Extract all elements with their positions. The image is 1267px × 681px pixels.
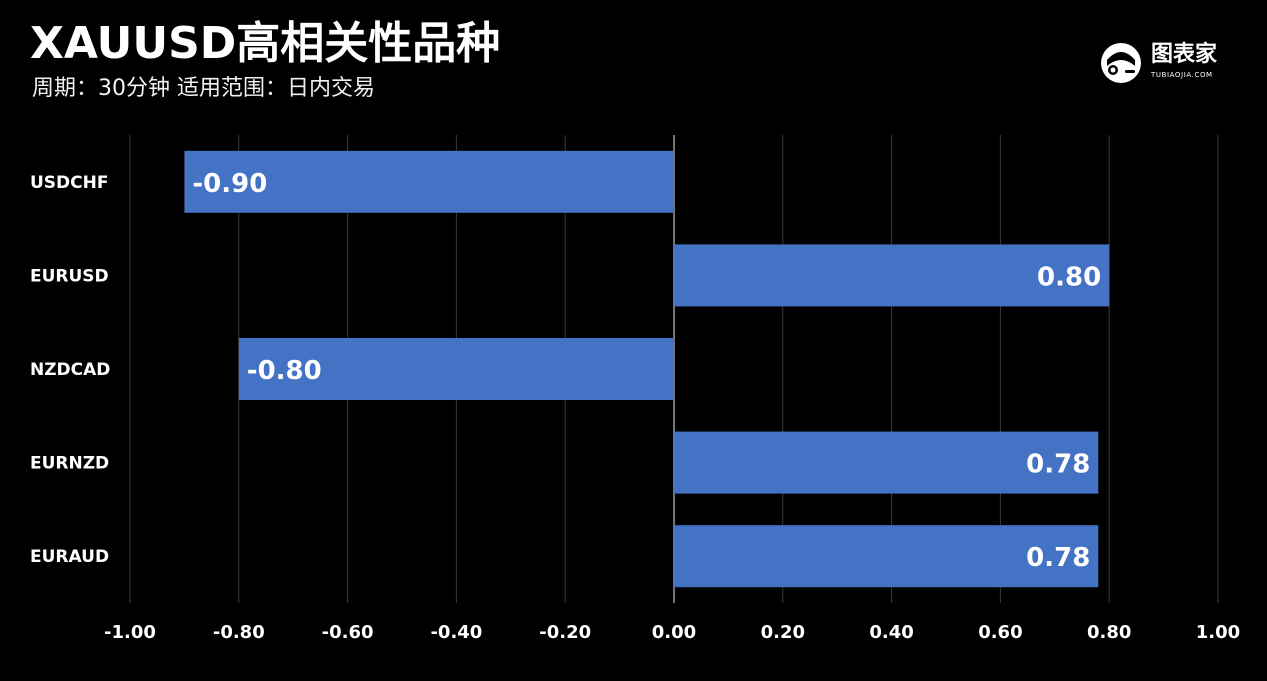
category-label-eurnzd: EURNZD [30, 454, 109, 474]
value-label-euraud: 0.78 [1026, 543, 1090, 573]
bar-eurnzd [674, 431, 1099, 494]
x-tick-label: -0.20 [539, 622, 591, 643]
category-label-eurusd: EURUSD [30, 266, 109, 286]
chart-subtitle: 周期：30分钟 适用范围：日内交易 [32, 76, 375, 101]
x-tick-label: 0.00 [652, 622, 696, 643]
value-label-eurnzd: 0.78 [1026, 450, 1090, 480]
bar-usdchf [184, 150, 674, 213]
x-tick-label: 1.00 [1196, 622, 1240, 643]
bars [184, 150, 1110, 588]
robot-head-icon [1101, 43, 1141, 83]
x-axis-ticks: -1.00 -0.80 -0.60 -0.40 -0.20 0.00 0.20 0.40 0.6… [104, 622, 1240, 643]
x-tick-label: -0.60 [322, 622, 374, 643]
x-tick-label: 0.20 [761, 622, 805, 643]
logo-name: 图表家 [1151, 42, 1218, 67]
bar-nzdcad [238, 338, 675, 400]
x-tick-label: -0.40 [430, 622, 482, 643]
logo-domain: TUBIAOJIA.COM [1151, 71, 1213, 79]
bar-euraud [674, 525, 1099, 588]
category-label-nzdcad: NZDCAD [30, 360, 110, 380]
x-tick-label: 0.60 [978, 622, 1022, 643]
value-labels: -0.90 0.80 -0.80 0.78 0.78 [192, 169, 1101, 573]
value-label-eurusd: 0.80 [1037, 262, 1101, 292]
bar-eurusd [674, 244, 1110, 307]
x-tick-label: 0.80 [1087, 622, 1131, 643]
category-label-euraud: EURAUD [30, 547, 109, 567]
category-label-usdchf: USDCHF [30, 173, 108, 193]
value-label-usdchf: -0.90 [192, 169, 267, 199]
brand-logo: 图表家 TUBIAOJIA.COM [1097, 40, 1233, 86]
x-tick-label: -0.80 [213, 622, 265, 643]
x-tick-label: -1.00 [104, 622, 156, 643]
chart-title: XAUUSD高相关性品种 [30, 18, 501, 69]
x-tick-label: 0.40 [869, 622, 913, 643]
category-labels: USDCHF EURUSD NZDCAD EURNZD EURAUD [30, 173, 110, 567]
value-label-nzdcad: -0.80 [247, 356, 322, 386]
